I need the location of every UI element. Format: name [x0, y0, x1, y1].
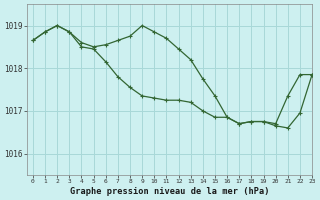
X-axis label: Graphe pression niveau de la mer (hPa): Graphe pression niveau de la mer (hPa) [70, 187, 269, 196]
